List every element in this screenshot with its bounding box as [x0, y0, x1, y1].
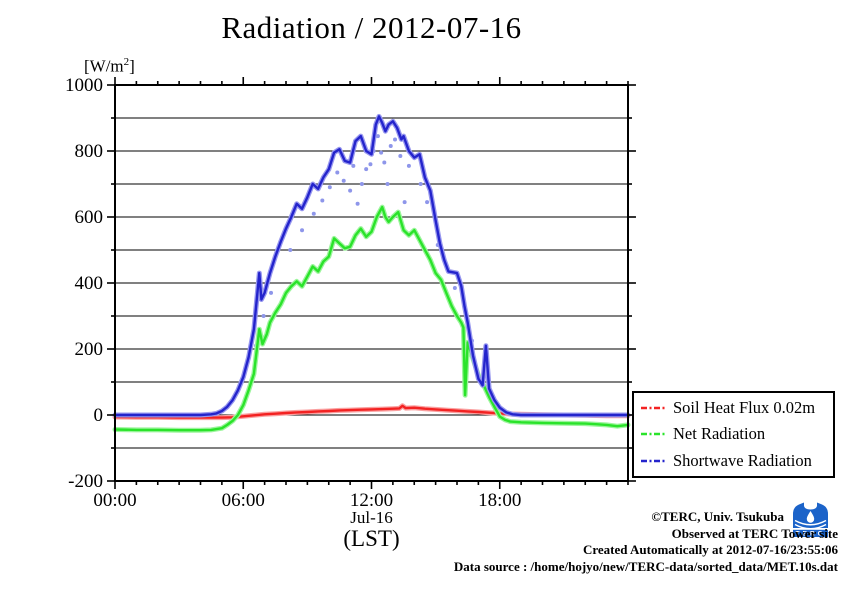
svg-text:-200: -200 — [68, 471, 103, 492]
svg-text:400: 400 — [75, 273, 104, 294]
shortwave-radiation-line-sample — [641, 459, 667, 463]
svg-text:1000: 1000 — [65, 75, 103, 96]
y-axis-unit-label: [W/m2] — [84, 56, 135, 77]
chart-legend: Soil Heat Flux 0.02m Net Radiation Short… — [632, 391, 835, 478]
chart-title: Radiation / 2012-07-16 — [221, 10, 522, 45]
svg-text:18:00: 18:00 — [478, 490, 521, 511]
footer-observed-at: Observed at TERC Tower site — [671, 525, 838, 541]
legend-label: Soil Heat Flux 0.02m — [673, 398, 816, 418]
y-axis-unit-sup: 2 — [123, 56, 130, 68]
x-axis-date-label: Jul-16 — [350, 508, 393, 527]
legend-label: Shortwave Radiation — [673, 450, 812, 470]
terc-logo: TERC — [793, 502, 828, 537]
legend-label: Net Radiation — [673, 424, 766, 444]
legend-item-net-radiation: Net Radiation — [641, 424, 833, 444]
net-radiation-line-sample — [641, 433, 667, 436]
x-axis-timezone-label: (LST) — [343, 526, 400, 551]
svg-text:800: 800 — [75, 141, 104, 162]
svg-text:200: 200 — [75, 339, 104, 360]
svg-text:00:00: 00:00 — [93, 490, 136, 511]
svg-text:600: 600 — [75, 207, 104, 228]
soil-heat-flux-line-sample — [641, 406, 667, 410]
footer-created-at: Created Automatically at 2012-07-16/23:5… — [582, 542, 838, 557]
svg-text:12:00: 12:00 — [350, 490, 393, 511]
terc-logo-text: TERC — [796, 531, 826, 537]
footer-data-source: Data source : /home/hojyo/new/TERC-data/… — [453, 558, 838, 574]
svg-text:0: 0 — [94, 405, 104, 426]
legend-item-shortwave-radiation: Shortwave Radiation — [641, 451, 833, 471]
footer-copyright: ©TERC, Univ. Tsukuba — [651, 509, 784, 524]
svg-text:06:00: 06:00 — [222, 490, 265, 511]
legend-item-soil-heat-flux: Soil Heat Flux 0.02m — [641, 398, 833, 418]
y-axis-unit-prefix: [W/m — [84, 56, 124, 76]
footer-credits: ©TERC, Univ. Tsukuba Observed at TERC To… — [454, 509, 838, 575]
y-axis-unit-suffix: ] — [129, 56, 135, 76]
